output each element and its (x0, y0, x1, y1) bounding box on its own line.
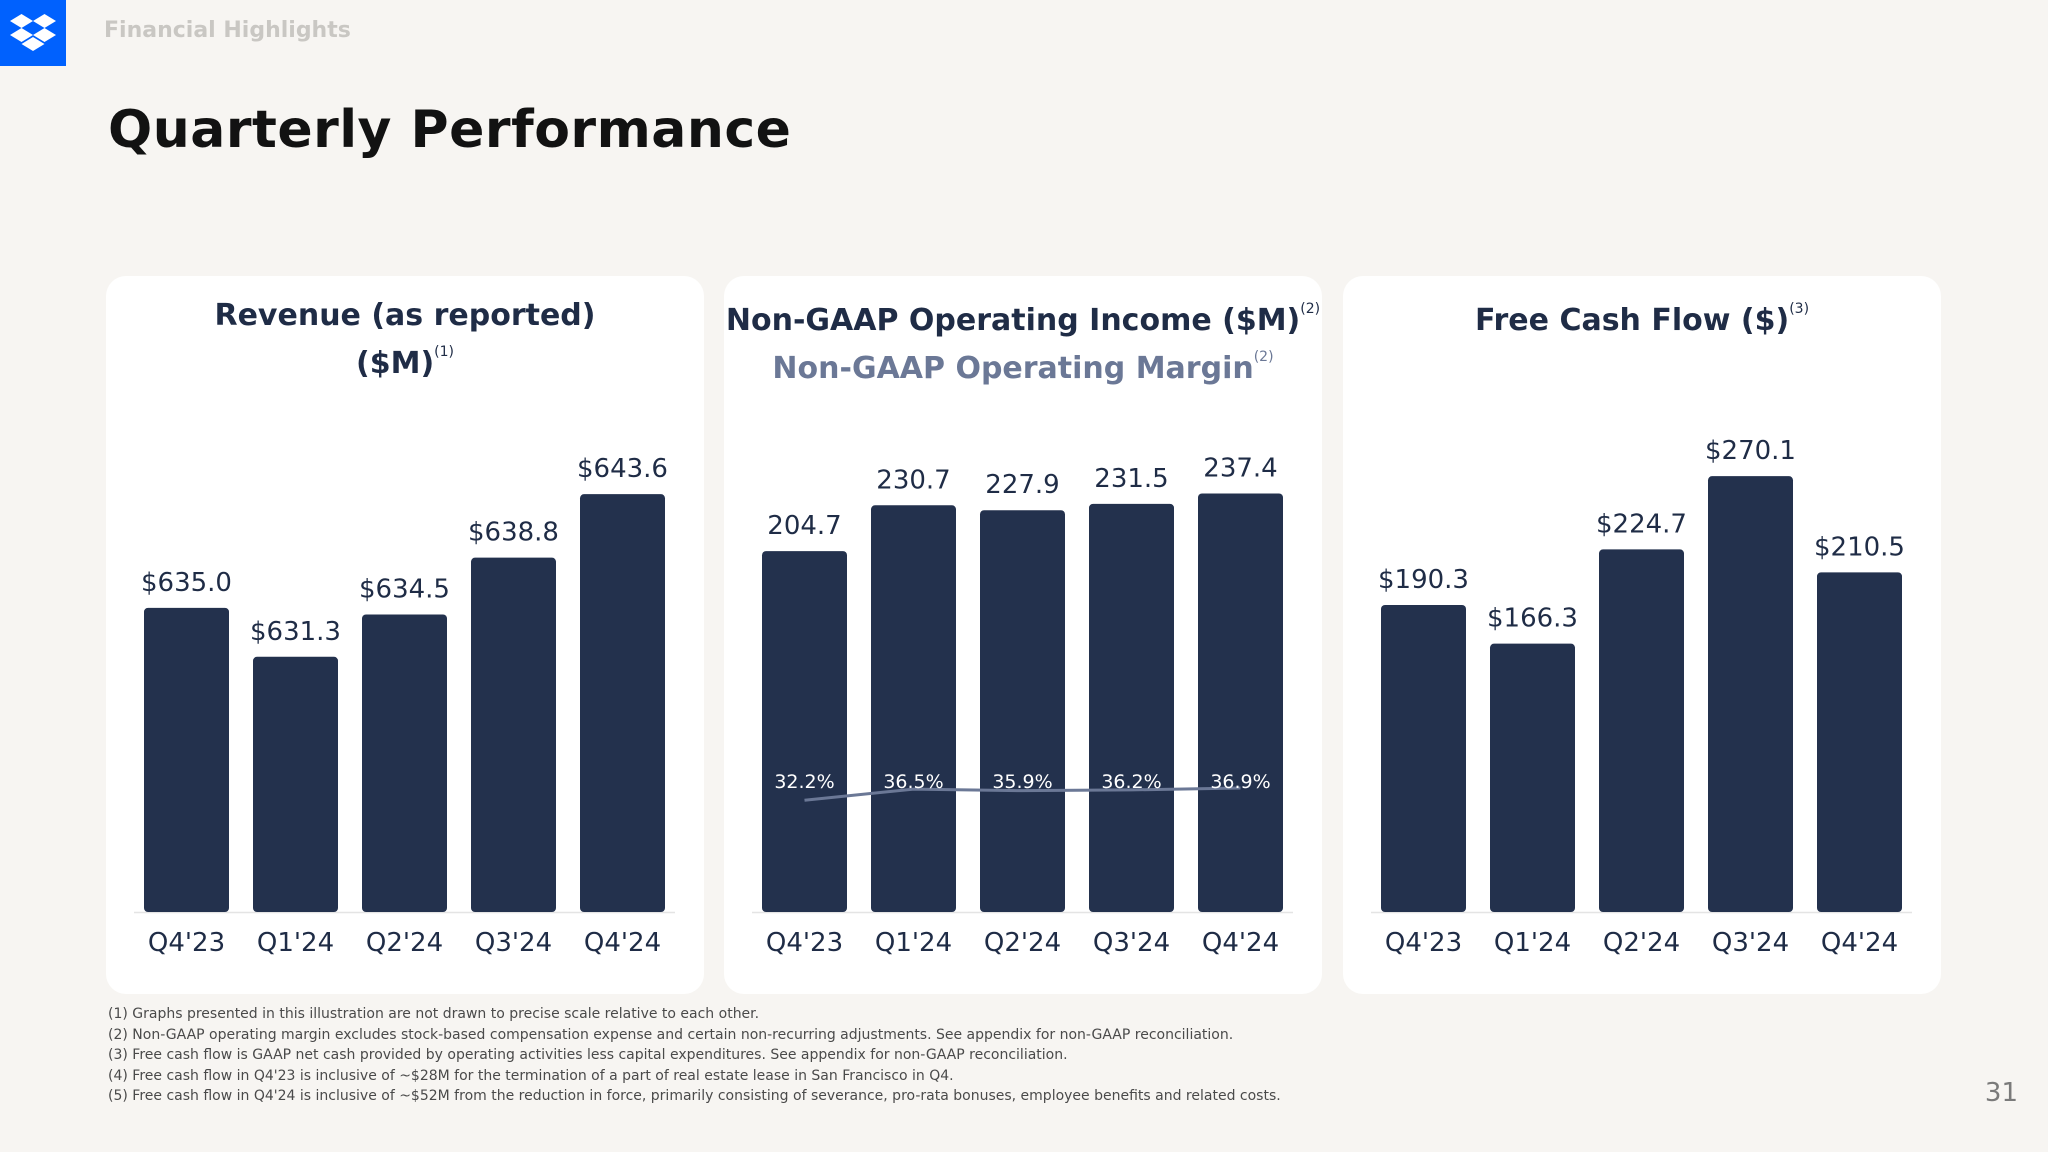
bar (1089, 503, 1174, 912)
x-tick-label: Q3'24 (1712, 928, 1789, 958)
bar-value-label: 230.7 (876, 465, 950, 495)
bar (362, 614, 447, 912)
x-tick-label: Q4'24 (1821, 928, 1898, 958)
margin-value-label: 35.9% (992, 771, 1052, 793)
footnote: (4) Free cash flow in Q4'23 is inclusive… (108, 1067, 954, 1084)
x-tick-label: Q2'24 (984, 928, 1061, 958)
x-tick-label: Q4'24 (584, 928, 661, 958)
x-tick-label: Q2'24 (366, 928, 443, 958)
footnote-ref: (2) (1300, 301, 1321, 317)
bar-value-label: 204.7 (767, 511, 841, 541)
operating-income-title-text: Non-GAAP Operating Income ($M) (725, 303, 1301, 338)
revenue-chart-title: Revenue (as reported) ($M)(1) (106, 294, 704, 385)
revenue-title-line2: ($M)(1) (106, 337, 704, 385)
bar-value-label: 227.9 (985, 470, 1059, 500)
bar (1708, 476, 1793, 912)
bar (762, 551, 847, 912)
bar (980, 510, 1065, 912)
dropbox-logo-icon (10, 14, 56, 51)
dropbox-logo (0, 0, 66, 66)
bar (580, 494, 665, 912)
bar-value-label: $638.8 (468, 518, 559, 548)
bar-value-label: $635.0 (141, 568, 232, 598)
bar-value-label: $270.1 (1705, 436, 1796, 466)
page-title: Quarterly Performance (108, 100, 792, 160)
x-tick-label: Q3'24 (475, 928, 552, 958)
operating-margin-line (804, 786, 1241, 802)
x-tick-label: Q2'24 (1603, 928, 1680, 958)
bar-value-label: $166.3 (1487, 604, 1578, 634)
free-cash-flow-title-text: Free Cash Flow ($) (1474, 303, 1790, 338)
revenue-title-text: Revenue (as reported) (214, 298, 596, 333)
bar-value-label: $210.5 (1814, 532, 1905, 562)
bar (1198, 493, 1283, 912)
footnotes: (1) Graphs presented in this illustratio… (108, 1004, 1281, 1107)
bar (1817, 572, 1902, 912)
bar (253, 656, 338, 912)
footnote: (2) Non-GAAP operating margin excludes s… (108, 1026, 1234, 1043)
footnote-ref: (1) (434, 344, 454, 360)
bar-value-label: $634.5 (359, 575, 450, 605)
bar-value-label: $631.3 (250, 617, 341, 647)
footnote: (5) Free cash flow in Q4'24 is inclusive… (108, 1088, 1281, 1104)
bar-value-label: 231.5 (1094, 464, 1168, 494)
operating-income-chart-title: Non-GAAP Operating Income ($M)(2) Non-GA… (724, 294, 1322, 390)
bar (471, 557, 556, 912)
free-cash-flow-card: Free Cash Flow ($)(3) $190.3 Q4'23 $166.3 Q… (1343, 276, 1941, 994)
revenue-card: Revenue (as reported) ($M)(1) $635.0 Q4'2… (106, 276, 704, 994)
margin-value-label: 32.2% (774, 771, 834, 793)
x-tick-label: Q4'24 (1202, 928, 1279, 958)
bar-value-label: $224.7 (1596, 509, 1687, 539)
x-tick-label: Q3'24 (1093, 928, 1170, 958)
x-tick-label: Q4'23 (148, 928, 225, 958)
bar-value-label: $190.3 (1378, 565, 1469, 595)
footnote-ref: (3) (1789, 301, 1810, 317)
operating-income-card: Non-GAAP Operating Income ($M)(2) Non-GA… (724, 276, 1322, 994)
x-tick-label: Q4'23 (1385, 928, 1462, 958)
page-number: 31 (1984, 1078, 2018, 1108)
operating-margin-subtitle-text: Non-GAAP Operating Margin (772, 351, 1254, 386)
margin-value-label: 36.5% (883, 771, 943, 793)
bar (1381, 604, 1466, 912)
footnote-ref: (2) (1253, 349, 1274, 365)
bar-value-label: $643.6 (577, 454, 668, 484)
x-tick-label: Q1'24 (1494, 928, 1571, 958)
margin-value-label: 36.2% (1101, 771, 1161, 793)
revenue-chart: $635.0 Q4'23 $631.3 Q1'24 $634.5 Q2'24 $638.8 Q… (134, 454, 675, 958)
footnote: (1) Graphs presented in this illustratio… (108, 1006, 760, 1022)
bar (144, 607, 229, 912)
bar (1599, 549, 1684, 912)
bar (871, 505, 956, 912)
x-tick-label: Q1'24 (875, 928, 952, 958)
operating-income-chart: 204.7 Q4'23 230.7 Q1'24 227.9 Q2'24 231.5 Q3'24… (752, 453, 1293, 958)
operating-margin-subtitle: Non-GAAP Operating Margin(2) (724, 342, 1322, 390)
margin-value-label: 36.9% (1210, 771, 1270, 793)
x-tick-label: Q4'23 (766, 928, 843, 958)
free-cash-flow-chart: $190.3 Q4'23 $166.3 Q1'24 $224.7 Q2'24 $270.1 Q… (1371, 436, 1912, 958)
revenue-title-unit: ($M) (356, 346, 435, 381)
x-tick-label: Q1'24 (257, 928, 334, 958)
bar-value-label: 237.4 (1203, 453, 1277, 483)
bar (1490, 643, 1575, 912)
footnote: (3) Free cash flow is GAAP net cash prov… (108, 1047, 1068, 1063)
free-cash-flow-chart-title: Free Cash Flow ($)(3) (1343, 294, 1941, 342)
section-label: Financial Highlights (104, 18, 351, 43)
